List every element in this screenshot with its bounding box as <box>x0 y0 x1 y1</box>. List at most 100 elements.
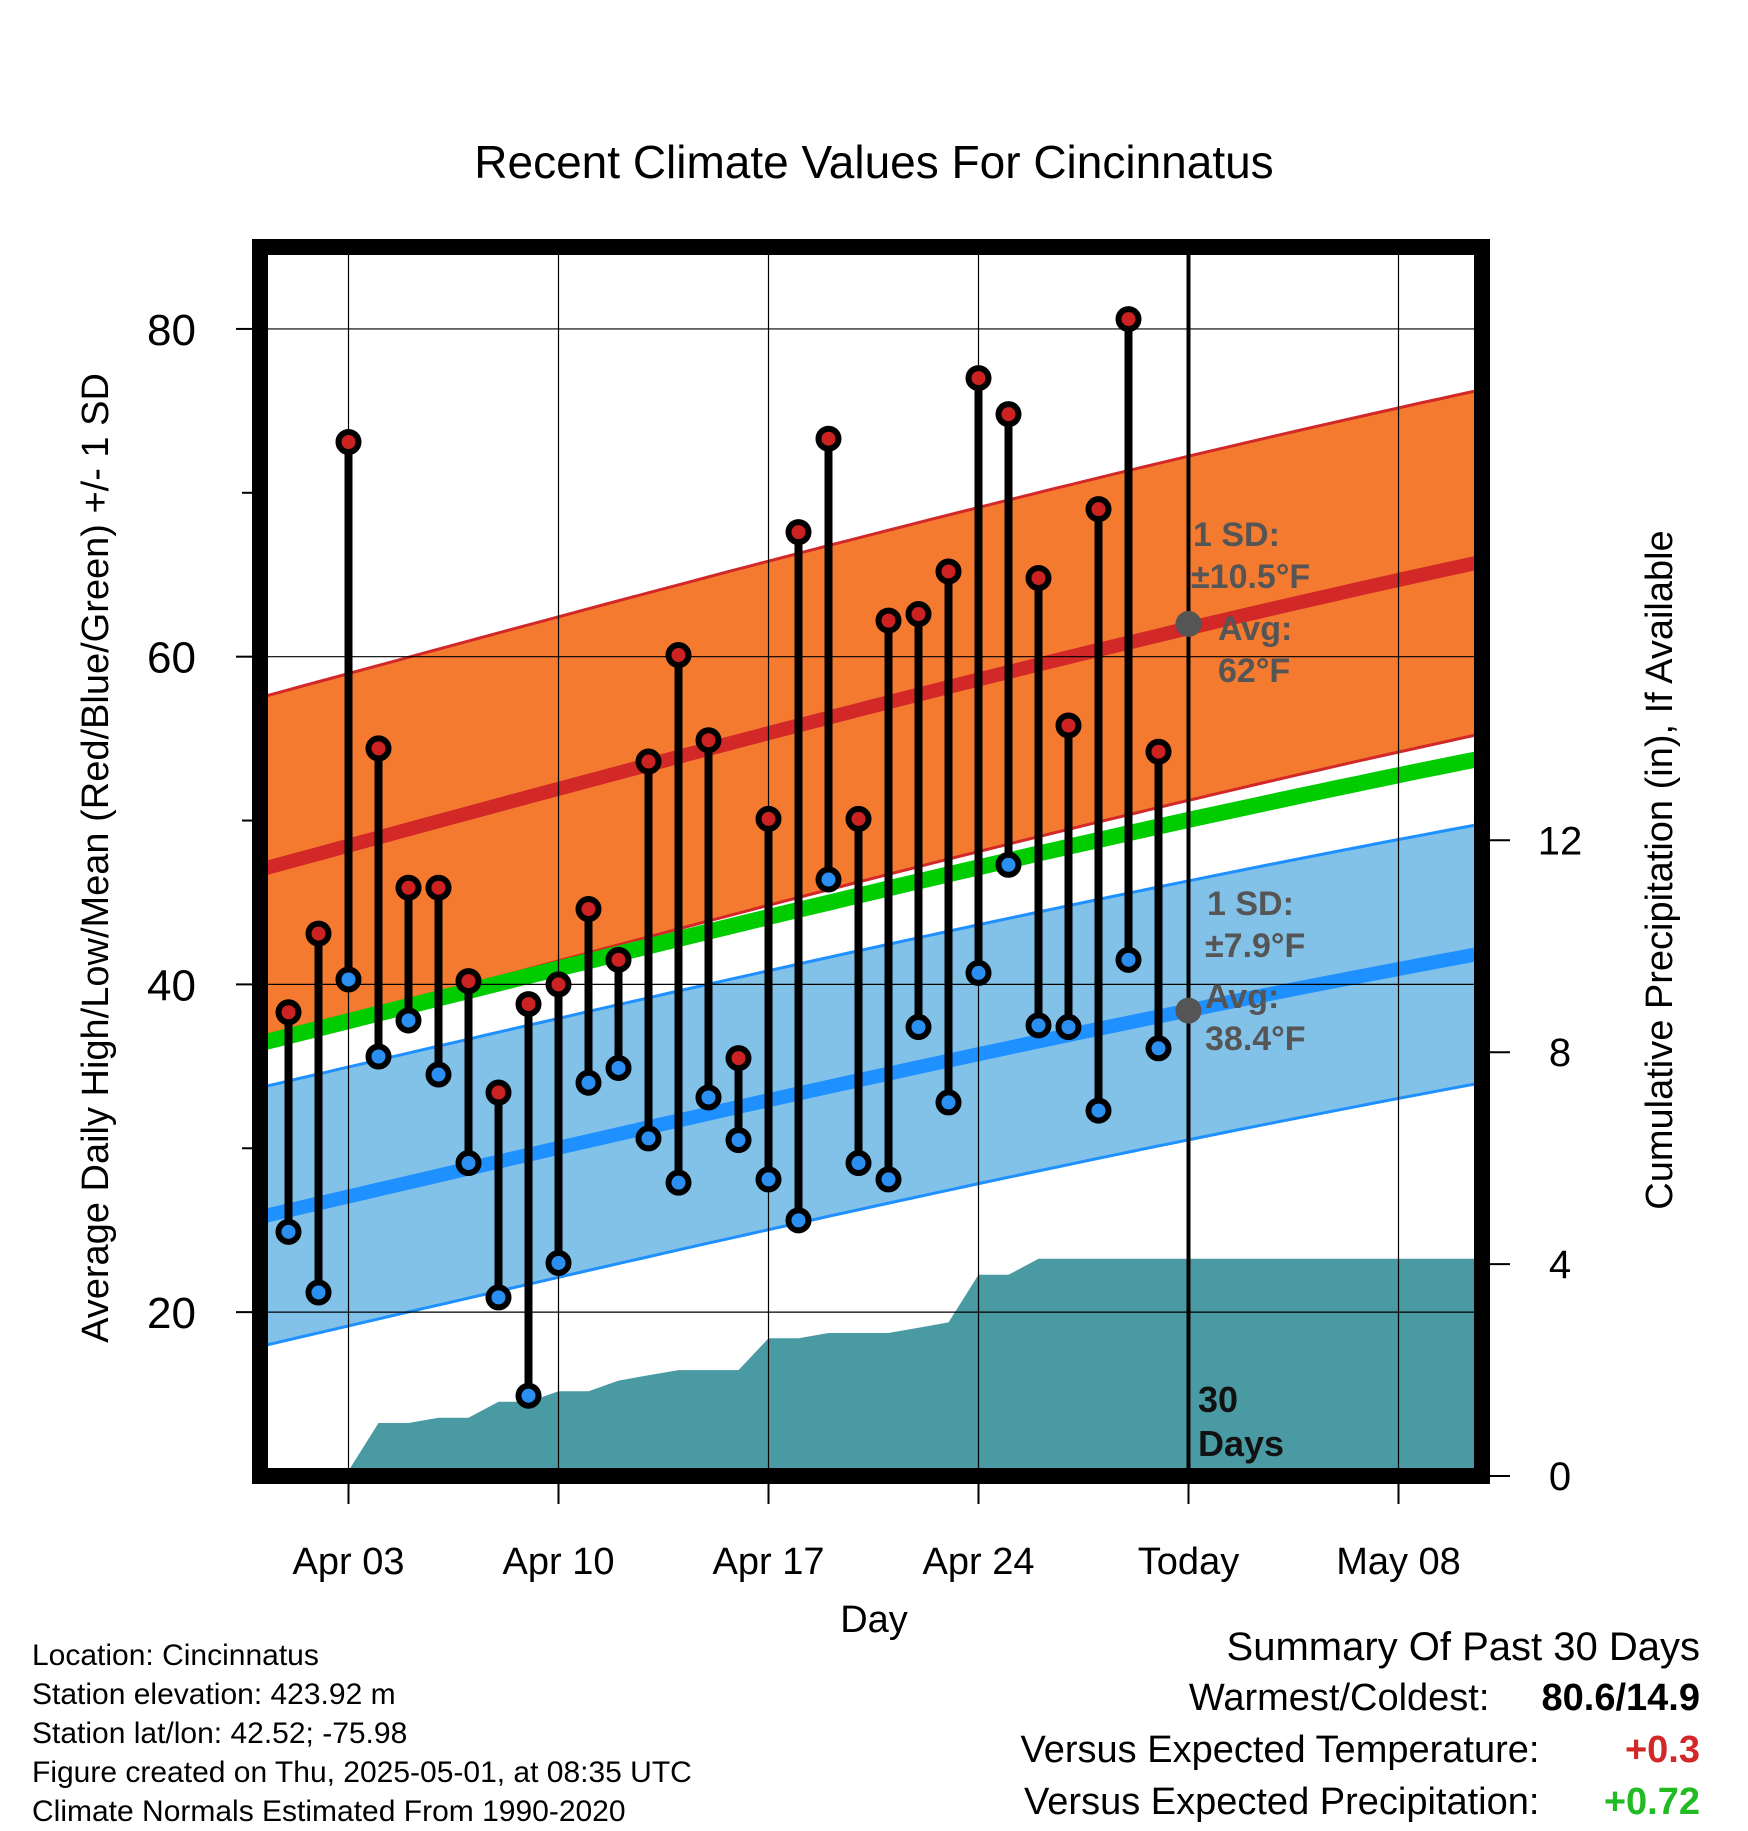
daily-low-point <box>1085 1097 1112 1124</box>
daily-high-point <box>815 425 842 452</box>
daily-low-point <box>605 1054 632 1081</box>
daily-high-point <box>845 805 872 832</box>
daily-low-point <box>785 1207 812 1234</box>
x-axis-label: Day <box>840 1599 908 1641</box>
low-sd-band <box>260 823 1482 1347</box>
daily-high-point <box>425 874 452 901</box>
high-avg-value: 62°F <box>1218 652 1290 690</box>
high-band-upper-edge <box>260 388 1482 700</box>
precipitation-area <box>260 1258 1482 1476</box>
station-info: Location: Cincinnatus Station elevation:… <box>32 1636 692 1831</box>
plot-area <box>260 247 1482 1476</box>
summary-title: Summary Of Past 30 Days <box>1226 1625 1700 1669</box>
daily-high-point <box>905 601 932 628</box>
daily-high-point <box>1145 738 1172 765</box>
y2-tick-label: 0 <box>1549 1455 1571 1499</box>
precipitation-departure-row: Versus Expected Precipitation: +0.72 <box>1021 1776 1700 1828</box>
daily-high-point <box>605 946 632 973</box>
y-tick-label: 40 <box>147 961 196 1010</box>
latlon-text: Station lat/lon: 42.52; -75.98 <box>32 1717 408 1750</box>
daily-low-point <box>425 1061 452 1088</box>
daily-low-point <box>575 1069 602 1096</box>
daily-low-point <box>275 1218 302 1245</box>
daily-low-point <box>515 1382 542 1409</box>
daily-high-point <box>1115 306 1142 333</box>
x-tick-label: Apr 03 <box>293 1541 405 1583</box>
precipitation-departure-value: +0.72 <box>1603 1781 1700 1823</box>
normal-low-today-marker <box>1175 997 1202 1024</box>
y-tick-label: 80 <box>147 306 196 355</box>
daily-high-point <box>485 1079 512 1106</box>
warmest-coldest-row: Warmest/Coldest: 80.6/14.9 <box>1021 1672 1700 1724</box>
daily-high-point <box>995 401 1022 428</box>
normal-high-today-marker <box>1175 610 1202 637</box>
elevation-text: Station elevation: 423.92 m <box>32 1678 396 1711</box>
normal-high-line <box>260 554 1482 877</box>
daily-low-point <box>695 1084 722 1111</box>
daily-low-point <box>725 1127 752 1154</box>
low-avg-value: 38.4°F <box>1205 1020 1306 1058</box>
daily-high-point <box>725 1045 752 1072</box>
temperature-departure-label: Versus Expected Temperature: <box>1020 1729 1540 1771</box>
location-text: Location: Cincinnatus <box>32 1639 319 1672</box>
daily-low-point <box>1145 1035 1172 1062</box>
daily-low-point <box>1025 1012 1052 1039</box>
daily-low-point <box>305 1279 332 1306</box>
normals-text: Climate Normals Estimated From 1990-2020 <box>32 1795 626 1828</box>
temperature-departure-value: +0.3 <box>1624 1729 1700 1771</box>
y-axis-label: Average Daily High/Low/Mean (Red/Blue/Gr… <box>75 373 117 1343</box>
low-avg-label: Avg: <box>1205 978 1279 1016</box>
daily-high-point <box>395 874 422 901</box>
y-tick-label: 60 <box>147 634 196 683</box>
low-band-upper-edge <box>260 822 1482 1090</box>
daily-low-point <box>755 1166 782 1193</box>
daily-low-point <box>485 1284 512 1311</box>
daily-high-point <box>275 999 302 1026</box>
temperature-departure-row: Versus Expected Temperature: +0.3 <box>1021 1724 1700 1776</box>
daily-high-point <box>515 991 542 1018</box>
daily-high-point <box>635 748 662 775</box>
daily-low-point <box>815 866 842 893</box>
daily-low-point <box>845 1150 872 1177</box>
low-sd-label: 1 SD: <box>1207 885 1294 923</box>
daily-low-point <box>455 1150 482 1177</box>
right-axis-label: Cumulative Precipitation (in), If Availa… <box>1639 530 1681 1209</box>
days-count-label: 30 <box>1198 1379 1238 1420</box>
daily-high-point <box>965 365 992 392</box>
summary-panel: Summary Of Past 30 Days Warmest/Coldest:… <box>1021 1622 1700 1828</box>
chart-title: Recent Climate Values For Cincinnatus <box>474 136 1273 188</box>
daily-low-point <box>665 1169 692 1196</box>
daily-high-point <box>455 968 482 995</box>
daily-high-point <box>575 896 602 923</box>
y-tick-label: 20 <box>147 1289 196 1338</box>
daily-low-point <box>995 851 1022 878</box>
daily-high-point <box>305 920 332 947</box>
daily-low-point <box>635 1125 662 1152</box>
daily-low-point <box>335 966 362 993</box>
high-sd-value: ±10.5°F <box>1191 558 1310 596</box>
daily-high-point <box>665 642 692 669</box>
created-text: Figure created on Thu, 2025-05-01, at 08… <box>32 1756 692 1789</box>
daily-low-point <box>905 1014 932 1041</box>
x-tick-label: Apr 24 <box>923 1541 1035 1583</box>
high-sd-band <box>260 389 1482 1042</box>
x-tick-label: Apr 10 <box>503 1541 615 1583</box>
high-avg-label: Avg: <box>1218 610 1292 648</box>
y2-tick-label: 8 <box>1549 1031 1571 1075</box>
low-band-lower-edge <box>260 1081 1482 1348</box>
warmest-coldest-label: Warmest/Coldest: <box>1188 1677 1490 1719</box>
daily-high-point <box>545 971 572 998</box>
daily-high-point <box>335 429 362 456</box>
x-tick-label: Today <box>1138 1541 1239 1583</box>
daily-low-point <box>1055 1014 1082 1041</box>
daily-low-point <box>545 1249 572 1276</box>
y2-tick-label: 12 <box>1538 819 1583 863</box>
daily-low-point <box>875 1166 902 1193</box>
plot-frame <box>252 239 1490 1484</box>
x-tick-label: May 08 <box>1336 1541 1461 1583</box>
daily-low-point <box>965 959 992 986</box>
daily-low-point <box>935 1089 962 1116</box>
daily-high-point <box>755 805 782 832</box>
daily-low-point <box>1115 946 1142 973</box>
